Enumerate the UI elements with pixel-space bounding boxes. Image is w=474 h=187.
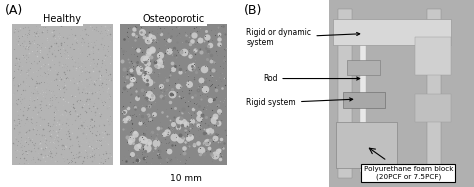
Text: Rod: Rod (263, 74, 360, 83)
Text: Healthy: Healthy (43, 14, 81, 24)
Text: Osteoporotic: Osteoporotic (142, 14, 205, 24)
Bar (328, 0, 474, 187)
Bar (333, 19, 450, 45)
Text: (A): (A) (5, 4, 23, 17)
Text: (B): (B) (244, 4, 263, 17)
Bar (336, 122, 397, 168)
Bar (343, 92, 385, 108)
Text: 10 mm: 10 mm (170, 174, 201, 183)
Bar (415, 94, 450, 122)
Bar (415, 37, 450, 75)
Bar (119, 24, 228, 165)
Text: Rigid system: Rigid system (246, 98, 353, 107)
Bar (338, 9, 352, 178)
Bar (12, 24, 112, 165)
Bar (360, 26, 366, 172)
Bar (427, 9, 441, 178)
Text: Rigid or dynamic
system: Rigid or dynamic system (246, 28, 360, 47)
Text: Polyurethane foam block
(20PCF or 7.5PCF): Polyurethane foam block (20PCF or 7.5PCF… (364, 166, 453, 180)
Bar (347, 60, 380, 75)
